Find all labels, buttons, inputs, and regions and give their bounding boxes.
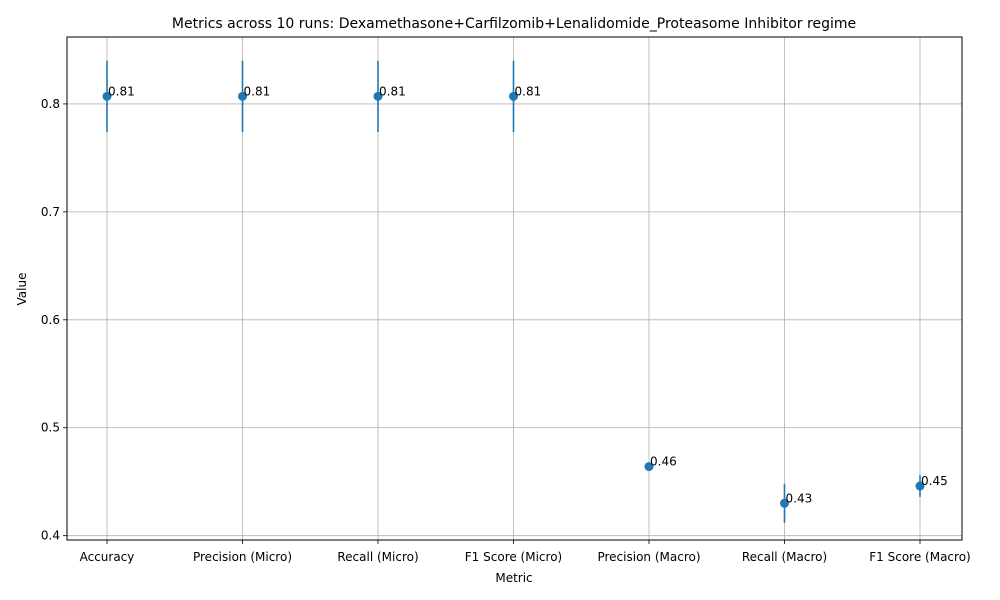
data-label: 0.45 — [921, 474, 948, 488]
y-tick-label: 0.4 — [41, 529, 60, 543]
y-tick-label: 0.8 — [41, 97, 60, 111]
x-axis: Accuracy Precision (Micro) Recall (Micro) F… — [80, 540, 971, 564]
chart-title: Metrics across 10 runs: Dexamethasone+Ca… — [172, 16, 856, 32]
x-tick-label: Precision (Micro) — [193, 550, 292, 564]
y-tick-label: 0.5 — [41, 421, 60, 435]
data-label: 0.81 — [244, 84, 271, 98]
plot-area — [67, 37, 962, 540]
data-points — [102, 91, 925, 508]
y-axis-label: Value — [15, 273, 29, 306]
data-label: 0.81 — [108, 84, 135, 98]
y-tick-label: 0.7 — [41, 205, 60, 219]
data-labels: 0.81 0.81 0.81 0.81 0.46 0.43 0.45 — [108, 84, 948, 505]
plot-frame — [66, 36, 963, 541]
data-point — [102, 91, 112, 101]
data-point — [238, 91, 247, 101]
data-label: 0.43 — [786, 491, 813, 505]
x-tick-label: Recall (Micro) — [337, 550, 418, 564]
data-point — [373, 91, 383, 101]
data-label: 0.46 — [650, 455, 677, 469]
y-tick-label: 0.6 — [41, 313, 60, 327]
data-label: 0.81 — [515, 84, 542, 98]
x-tick-label: Precision (Macro) — [597, 550, 700, 564]
data-label: 0.81 — [379, 84, 406, 98]
data-point — [644, 462, 654, 472]
data-point — [509, 91, 518, 101]
x-tick-label: Accuracy — [80, 550, 135, 564]
data-point — [915, 481, 925, 491]
x-axis-label: Metric — [495, 571, 532, 585]
x-tick-label: F1 Score (Micro) — [465, 550, 562, 564]
data-point — [780, 498, 789, 508]
y-axis: 0.4 0.5 0.6 0.7 0.8 — [41, 97, 67, 543]
x-tick-label: Recall (Macro) — [742, 550, 827, 564]
x-tick-label: F1 Score (Macro) — [869, 550, 970, 564]
